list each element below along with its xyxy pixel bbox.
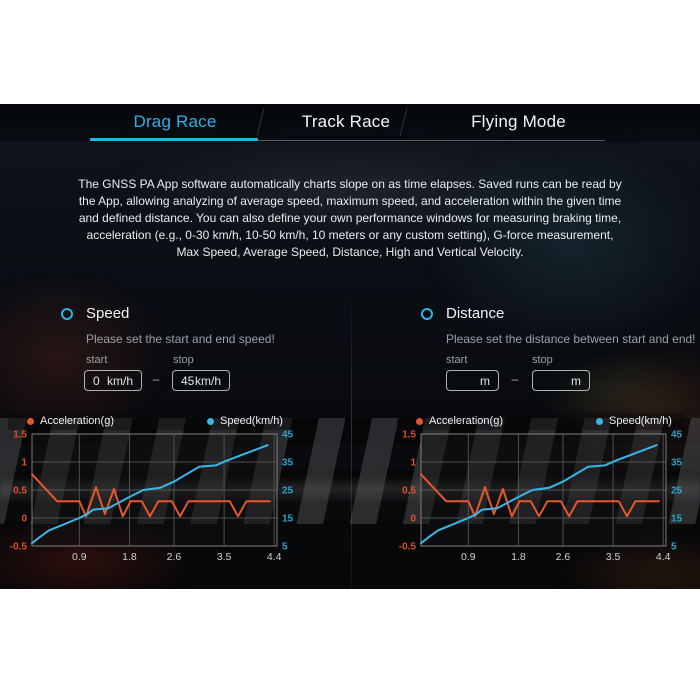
- svg-text:25: 25: [282, 486, 294, 497]
- speed-start-unit: km/h: [106, 373, 133, 388]
- legend-item: Speed(km/h): [207, 415, 283, 427]
- svg-text:-0.5: -0.5: [10, 542, 28, 553]
- svg-text:0.9: 0.9: [72, 551, 87, 563]
- speed-panel: Speed Please set the start and end speed…: [58, 303, 368, 403]
- svg-text:1: 1: [21, 458, 27, 469]
- svg-text:1.5: 1.5: [402, 430, 416, 441]
- speed-panel-title: Speed: [86, 305, 130, 322]
- tab-flying-mode-label: Flying Mode: [471, 112, 566, 131]
- bottom-left-curb-glow: [0, 516, 200, 589]
- speed-stop-label: stop: [173, 354, 194, 366]
- tab-track-race[interactable]: Track Race: [260, 104, 432, 140]
- distance-panel: Distance Please set the distance between…: [418, 303, 700, 403]
- legend-label: Acceleration(g): [40, 415, 114, 427]
- svg-text:25: 25: [671, 486, 683, 497]
- legend-dot-icon: [416, 417, 423, 425]
- checkered-flag-pattern: [0, 418, 700, 524]
- svg-text:35: 35: [282, 458, 294, 469]
- distance-stop-unit: m: [571, 373, 581, 388]
- svg-text:0: 0: [410, 514, 416, 525]
- tab-track-race-label: Track Race: [301, 112, 391, 131]
- background-photo: [0, 104, 700, 589]
- distance-panel-hint: Please set the distance between start an…: [446, 332, 696, 346]
- svg-text:15: 15: [671, 514, 683, 525]
- active-tab-underline: [90, 138, 258, 141]
- distance-start-label: start: [446, 354, 468, 366]
- svg-text:-0.5: -0.5: [399, 542, 417, 553]
- tab-bar: Drag Race Track Race Flying Mode: [0, 104, 700, 142]
- svg-text:0.5: 0.5: [13, 486, 27, 497]
- horizon-glow: [110, 134, 590, 244]
- distance-start-unit: m: [480, 373, 490, 388]
- legend-dot-icon: [27, 417, 34, 425]
- svg-text:4.4: 4.4: [656, 551, 671, 563]
- tab-drag-race-label: Drag Race: [133, 112, 217, 131]
- chart-plot: 1.5 45 1 35 0.5 25 0 15 -0.5 5 0.9 1.8 2.6 3.5 4.4: [399, 430, 683, 564]
- svg-text:2.6: 2.6: [167, 551, 182, 563]
- speed-stop-unit: km/h: [194, 373, 221, 388]
- svg-text:35: 35: [671, 458, 683, 469]
- speed-chart: Acceleration(g) Speed(km/h) 1.5 45 1 35 0.5 25…: [0, 412, 302, 568]
- svg-text:2.6: 2.6: [556, 551, 571, 563]
- track-center-line: [351, 290, 352, 589]
- distance-chart: Acceleration(g) Speed(km/h) 1.5 45 1 35 0.5 25…: [389, 412, 691, 568]
- speed-start-label: start: [86, 354, 108, 366]
- distance-stop-field[interactable]: m: [532, 370, 590, 391]
- svg-text:1.5: 1.5: [13, 430, 27, 441]
- distance-start-field[interactable]: m: [446, 370, 499, 391]
- speed-stop-value: 45: [181, 373, 195, 388]
- description-text: The GNSS PA App software automatically c…: [78, 177, 622, 259]
- grandstand-glow: [420, 134, 700, 354]
- svg-text:15: 15: [282, 514, 294, 525]
- svg-text:3.5: 3.5: [217, 551, 232, 563]
- bottom-right-curb-glow: [550, 534, 700, 589]
- legend-item: Speed(km/h): [596, 415, 672, 427]
- speed-stop-field[interactable]: 45 km/h: [172, 370, 230, 391]
- tab-drag-race[interactable]: Drag Race: [90, 104, 260, 140]
- distance-stop-label: stop: [532, 354, 553, 366]
- tab-flying-mode[interactable]: Flying Mode: [432, 104, 605, 140]
- svg-text:1.8: 1.8: [511, 551, 526, 563]
- svg-text:3.5: 3.5: [606, 551, 621, 563]
- legend-strip: [397, 413, 685, 430]
- svg-text:4.4: 4.4: [267, 551, 282, 563]
- speed-start-field[interactable]: 0 km/h: [84, 370, 142, 391]
- range-separator: –: [511, 372, 519, 386]
- legend-dot-icon: [596, 417, 603, 425]
- speed-start-value: 0: [93, 373, 100, 388]
- legend-label: Acceleration(g): [429, 415, 503, 427]
- legend-strip: [8, 413, 296, 430]
- svg-text:0.5: 0.5: [402, 486, 416, 497]
- legend-item: Acceleration(g): [416, 415, 503, 427]
- svg-text:0.9: 0.9: [461, 551, 476, 563]
- legend-item: Acceleration(g): [27, 415, 114, 427]
- legend-dot-icon: [207, 417, 214, 425]
- legend-label: Speed(km/h): [609, 415, 672, 427]
- left-curb-glow: [0, 274, 170, 444]
- svg-text:5: 5: [671, 542, 677, 553]
- speed-panel-hint: Please set the start and end speed!: [86, 332, 275, 346]
- svg-text:1: 1: [410, 458, 416, 469]
- chart-plot: 1.5 45 1 35 0.5 25 0 15 -0.5 5 0.9 1.8 2.6 3.5 4.4: [10, 430, 294, 564]
- svg-text:0: 0: [21, 514, 27, 525]
- distance-panel-title: Distance: [446, 305, 505, 322]
- legend-label: Speed(km/h): [220, 415, 283, 427]
- range-separator: –: [152, 372, 160, 386]
- svg-text:5: 5: [282, 542, 288, 553]
- svg-text:45: 45: [671, 430, 683, 441]
- distance-radio-icon[interactable]: [421, 308, 433, 320]
- svg-text:45: 45: [282, 430, 294, 441]
- speed-radio-icon[interactable]: [61, 308, 73, 320]
- svg-text:1.8: 1.8: [122, 551, 137, 563]
- tab-bar-baseline: [90, 140, 605, 141]
